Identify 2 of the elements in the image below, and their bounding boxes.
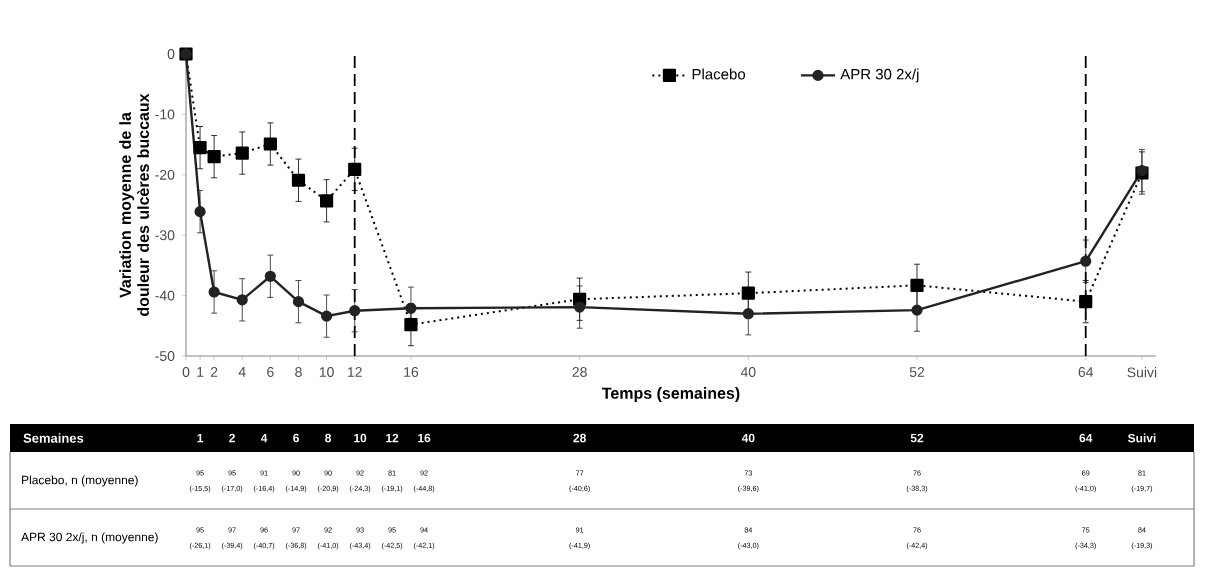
x-axis-title: Temps (semaines) xyxy=(601,387,740,402)
y-axis-title: Variation moyenne de la douleur des ulcères buccaux xyxy=(119,93,149,316)
